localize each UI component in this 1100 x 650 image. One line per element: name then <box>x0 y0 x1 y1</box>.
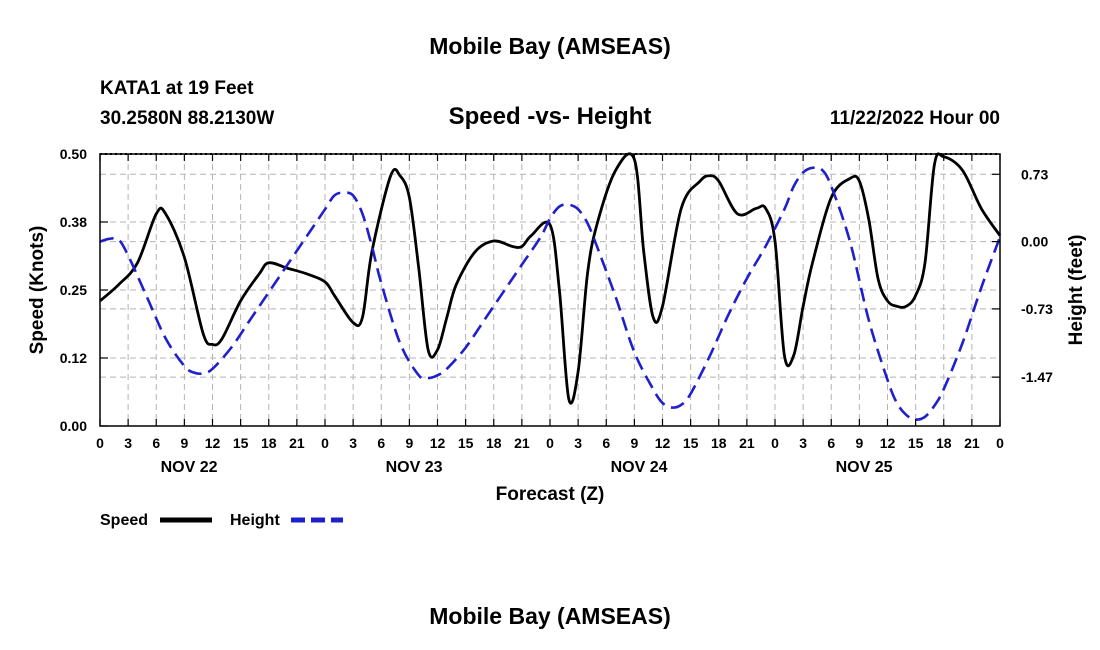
x-tick-label: 6 <box>152 435 160 451</box>
x-tick-label: 21 <box>514 435 530 451</box>
x-tick-label: 18 <box>261 435 277 451</box>
left-tick-label: 0.50 <box>60 146 87 162</box>
day-label: NOV 23 <box>386 459 443 476</box>
right-axis-label: Height (feet) <box>1066 235 1087 346</box>
x-tick-label: 18 <box>936 435 952 451</box>
x-tick-label: 3 <box>124 435 132 451</box>
day-label: NOV 24 <box>611 459 668 476</box>
day-label: NOV 22 <box>161 459 218 476</box>
x-tick-label: 21 <box>964 435 980 451</box>
right-tick-label: 0.00 <box>1021 234 1048 250</box>
x-tick-label: 12 <box>205 435 221 451</box>
x-tick-label: 6 <box>377 435 385 451</box>
x-tick-label: 18 <box>711 435 727 451</box>
left-tick-label: 0.25 <box>60 282 87 298</box>
x-tick-label: 12 <box>655 435 671 451</box>
x-tick-label: 0 <box>321 435 329 451</box>
x-tick-label: 6 <box>827 435 835 451</box>
right-tick-label: -1.47 <box>1021 369 1053 385</box>
chart-title: Speed -vs- Height <box>449 103 652 130</box>
x-tick-label: 0 <box>546 435 554 451</box>
x-tick-label: 21 <box>289 435 305 451</box>
x-axis-label: Forecast (Z) <box>496 484 605 505</box>
x-tick-label: 3 <box>799 435 807 451</box>
x-tick-label: 9 <box>180 435 188 451</box>
x-tick-label: 0 <box>771 435 779 451</box>
x-tick-label: 15 <box>458 435 474 451</box>
forecast-datetime: 11/22/2022 Hour 00 <box>830 108 1000 129</box>
x-tick-label: 9 <box>405 435 413 451</box>
left-tick-label: 0.38 <box>60 214 87 230</box>
legend-speed-label: Speed <box>100 512 148 529</box>
x-tick-label: 15 <box>233 435 249 451</box>
x-tick-label: 0 <box>996 435 1004 451</box>
legend: Speed Height <box>100 512 343 529</box>
right-tick-label: 0.73 <box>1021 166 1048 182</box>
day-label: NOV 25 <box>836 459 893 476</box>
x-tick-label: 0 <box>96 435 104 451</box>
x-tick-label: 12 <box>430 435 446 451</box>
x-tick-label: 3 <box>349 435 357 451</box>
x-tick-label: 18 <box>486 435 502 451</box>
x-tick-label: 15 <box>908 435 924 451</box>
x-tick-label: 21 <box>739 435 755 451</box>
footer-title: Mobile Bay (AMSEAS) <box>429 603 671 629</box>
x-tick-label: 3 <box>574 435 582 451</box>
left-tick-label: 0.12 <box>60 350 87 366</box>
x-tick-label: 12 <box>880 435 896 451</box>
series-layer <box>99 152 1002 421</box>
axes: 0 3 6 9 12 15 18 21 0 3 6 9 12 15 18 21 0 3 6 9 12 15 18 21 0 3 6 9… <box>60 146 1053 476</box>
x-tick-label: 6 <box>602 435 610 451</box>
right-tick-label: -0.73 <box>1021 301 1053 317</box>
x-tick-label: 9 <box>630 435 638 451</box>
x-tick-label: 9 <box>855 435 863 451</box>
left-axis-label: Speed (Knots) <box>27 226 48 355</box>
legend-height-label: Height <box>230 512 280 529</box>
station-label: KATA1 at 19 Feet <box>100 78 254 99</box>
left-tick-label: 0.00 <box>60 418 87 434</box>
series-line-height <box>99 166 1002 421</box>
x-tick-label: 15 <box>683 435 699 451</box>
coordinates-label: 30.2580N 88.2130W <box>100 108 274 129</box>
plot-grid <box>100 154 1000 426</box>
main-title: Mobile Bay (AMSEAS) <box>429 33 671 59</box>
